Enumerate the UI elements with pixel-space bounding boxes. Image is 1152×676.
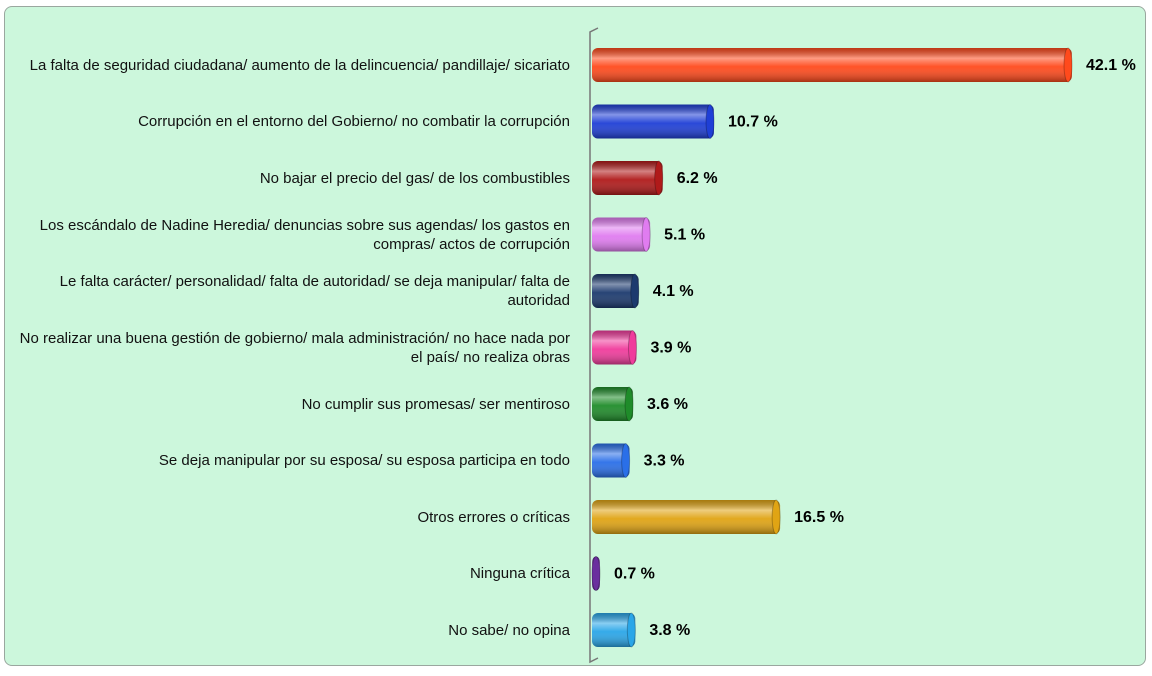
category-label: No realizar una buena gestión de gobiern… bbox=[19, 329, 570, 366]
value-label: 3.8 % bbox=[649, 622, 690, 639]
category-label: Corrupción en el entorno del Gobierno/ n… bbox=[138, 113, 570, 130]
value-label: 5.1 % bbox=[664, 227, 705, 244]
axis-line bbox=[589, 27, 599, 664]
bar-cap bbox=[630, 273, 640, 309]
category-label: Le falta carácter/ personalidad/ falta d… bbox=[59, 273, 570, 309]
bar-cap bbox=[771, 499, 781, 535]
bar-cap bbox=[654, 160, 664, 196]
category-label: Los escándalo de Nadine Heredia/ denunci… bbox=[39, 216, 570, 253]
bar-shine bbox=[592, 613, 636, 647]
bar-cap bbox=[705, 104, 715, 139]
value-label: 3.3 % bbox=[644, 453, 685, 470]
value-label: 42.1 % bbox=[1086, 57, 1136, 74]
category-label: No bajar el precio del gas/ de los combu… bbox=[259, 169, 570, 187]
bar-cap bbox=[621, 443, 631, 478]
value-label: 10.7 % bbox=[728, 114, 778, 131]
bar-shine bbox=[592, 104, 714, 139]
category-label: No cumplir sus promesas/ ser mentiroso bbox=[301, 395, 570, 413]
bar-shine bbox=[592, 48, 1072, 82]
bar-shine bbox=[592, 387, 634, 421]
bar-cap bbox=[627, 330, 637, 365]
bar-shine bbox=[592, 161, 663, 195]
value-label: 3.6 % bbox=[647, 396, 688, 413]
bar-cap bbox=[641, 217, 651, 252]
bar-shine bbox=[592, 274, 639, 308]
value-label: 0.7 % bbox=[614, 566, 655, 583]
bar-shine bbox=[592, 443, 630, 478]
value-label: 16.5 % bbox=[794, 509, 844, 526]
value-label: 3.9 % bbox=[650, 340, 691, 357]
category-label: La falta de seguridad ciudadana/ aumento… bbox=[29, 56, 570, 74]
value-label: 6.2 % bbox=[677, 170, 718, 187]
category-label: Otros errores o críticas bbox=[417, 508, 570, 526]
bar-cap bbox=[624, 386, 634, 422]
bar-shine bbox=[592, 217, 651, 252]
category-label: Se deja manipular por su esposa/ su espo… bbox=[158, 452, 570, 469]
chart-card bbox=[4, 6, 1146, 666]
bar-shine bbox=[592, 500, 781, 534]
category-label: Ninguna crítica bbox=[469, 565, 570, 582]
bar-cap bbox=[1063, 47, 1073, 83]
bar-cap bbox=[626, 612, 636, 648]
category-label: No sabe/ no opina bbox=[448, 621, 570, 639]
value-label: 4.1 % bbox=[653, 283, 694, 300]
bar-shine bbox=[592, 330, 637, 365]
bar-cap bbox=[591, 556, 601, 591]
